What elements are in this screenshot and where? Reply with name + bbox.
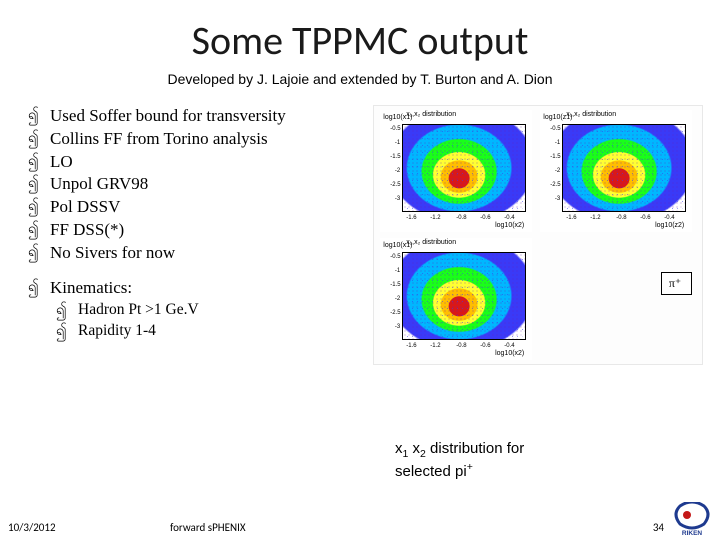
xtick: -0.8 [456, 215, 466, 221]
scatter-panel-tl: x₁,x₂ distribution log10(x1) -0.5 -1 -1.… [380, 110, 532, 232]
y-axis-label: log10(z1) [543, 114, 572, 121]
plot-frame [402, 124, 526, 212]
ytick: -0.5 [550, 126, 560, 132]
caption-line: x1 x2 distribution for [395, 440, 524, 461]
ytick: -1.5 [390, 154, 400, 160]
footer-page-number: 34 [653, 521, 664, 534]
heat-grain [403, 125, 525, 211]
list-item: LO [28, 151, 365, 173]
footer-center: forward sPHENIX [170, 521, 246, 534]
heat-grain [563, 125, 685, 211]
x-axis-label: log10(z2) [655, 222, 684, 229]
ytick: -1.5 [550, 154, 560, 160]
content-row: Used Soffer bound for transversity Colli… [28, 105, 692, 365]
riken-logo-icon: RIKEN [670, 502, 714, 536]
xtick: -0.4 [664, 215, 674, 221]
ytick: -0.5 [390, 126, 400, 132]
ytick: -2.5 [550, 182, 560, 188]
xtick: -0.8 [616, 215, 626, 221]
xtick: -1.2 [430, 215, 440, 221]
ytick: -1 [390, 140, 400, 146]
xtick: -1.6 [566, 215, 576, 221]
xtick: -0.6 [480, 343, 490, 349]
ytick: -2 [390, 296, 400, 302]
xtick: -0.6 [640, 215, 650, 221]
ytick: -3 [550, 196, 560, 202]
panel-title: x₁,x₂ distribution [406, 239, 456, 246]
x-axis-label: log10(x2) [495, 350, 524, 357]
scatter-panel-tr: x₁,x₂ distribution log10(z1) -0.5 -1 -1.… [540, 110, 692, 232]
ytick: -2.5 [390, 310, 400, 316]
xtick: -1.6 [406, 215, 416, 221]
y-axis-label: log10(x1) [383, 114, 412, 121]
slide-subtitle: Developed by J. Lajoie and extended by T… [28, 71, 692, 87]
list-item: Rapidity 1-4 [56, 321, 365, 341]
xtick: -0.4 [504, 343, 514, 349]
list-item: Collins FF from Torino analysis [28, 128, 365, 150]
kinematics-header: Kinematics: [28, 277, 365, 299]
caption-line: selected pi+ [395, 461, 524, 482]
scatter-panel-bl: x₁,x₂ distribution log10(x1) -0.5 -1 -1.… [380, 238, 532, 360]
slide: Some TPPMC output Developed by J. Lajoie… [0, 0, 720, 540]
list-item: Used Soffer bound for transversity [28, 105, 365, 127]
ytick: -3 [390, 196, 400, 202]
list-item: Hadron Pt >1 Ge.V [56, 300, 365, 320]
xtick: -0.8 [456, 343, 466, 349]
xtick: -1.2 [430, 343, 440, 349]
ytick: -3 [390, 324, 400, 330]
plot-frame [402, 252, 526, 340]
plot-frame [562, 124, 686, 212]
list-item: Kinematics: [28, 277, 365, 299]
svg-text:RIKEN: RIKEN [682, 530, 703, 536]
ytick: -2.5 [390, 182, 400, 188]
kinematics-sublist: Hadron Pt >1 Ge.V Rapidity 1-4 [56, 300, 365, 341]
pi-legend-box: π⁺ [661, 272, 692, 295]
left-column: Used Soffer bound for transversity Colli… [28, 105, 373, 365]
ytick: -2 [550, 168, 560, 174]
figure-caption: x1 x2 distribution for selected pi+ [395, 440, 524, 482]
panel-title: x₁,x₂ distribution [406, 111, 456, 118]
bullet-list-main: Used Soffer bound for transversity Colli… [28, 105, 365, 263]
ytick: -0.5 [390, 254, 400, 260]
xtick: -1.6 [406, 343, 416, 349]
list-item: Unpol GRV98 [28, 173, 365, 195]
list-item: Pol DSSV [28, 196, 365, 218]
panel-title: x₁,x₂ distribution [566, 111, 616, 118]
xtick: -1.2 [590, 215, 600, 221]
slide-title: Some TPPMC output [28, 16, 692, 65]
ytick: -1.5 [390, 282, 400, 288]
ytick: -1 [550, 140, 560, 146]
ytick: -2 [390, 168, 400, 174]
xtick: -0.6 [480, 215, 490, 221]
heat-grain [403, 253, 525, 339]
list-item: No Sivers for now [28, 242, 365, 264]
xtick: -0.4 [504, 215, 514, 221]
footer-date: 10/3/2012 [8, 521, 56, 534]
right-column: x₁,x₂ distribution log10(x1) -0.5 -1 -1.… [373, 105, 692, 365]
ytick: -1 [390, 268, 400, 274]
list-item: FF DSS(*) [28, 219, 365, 241]
y-axis-label: log10(x1) [383, 242, 412, 249]
x-axis-label: log10(x2) [495, 222, 524, 229]
chart-grid: x₁,x₂ distribution log10(x1) -0.5 -1 -1.… [373, 105, 703, 365]
